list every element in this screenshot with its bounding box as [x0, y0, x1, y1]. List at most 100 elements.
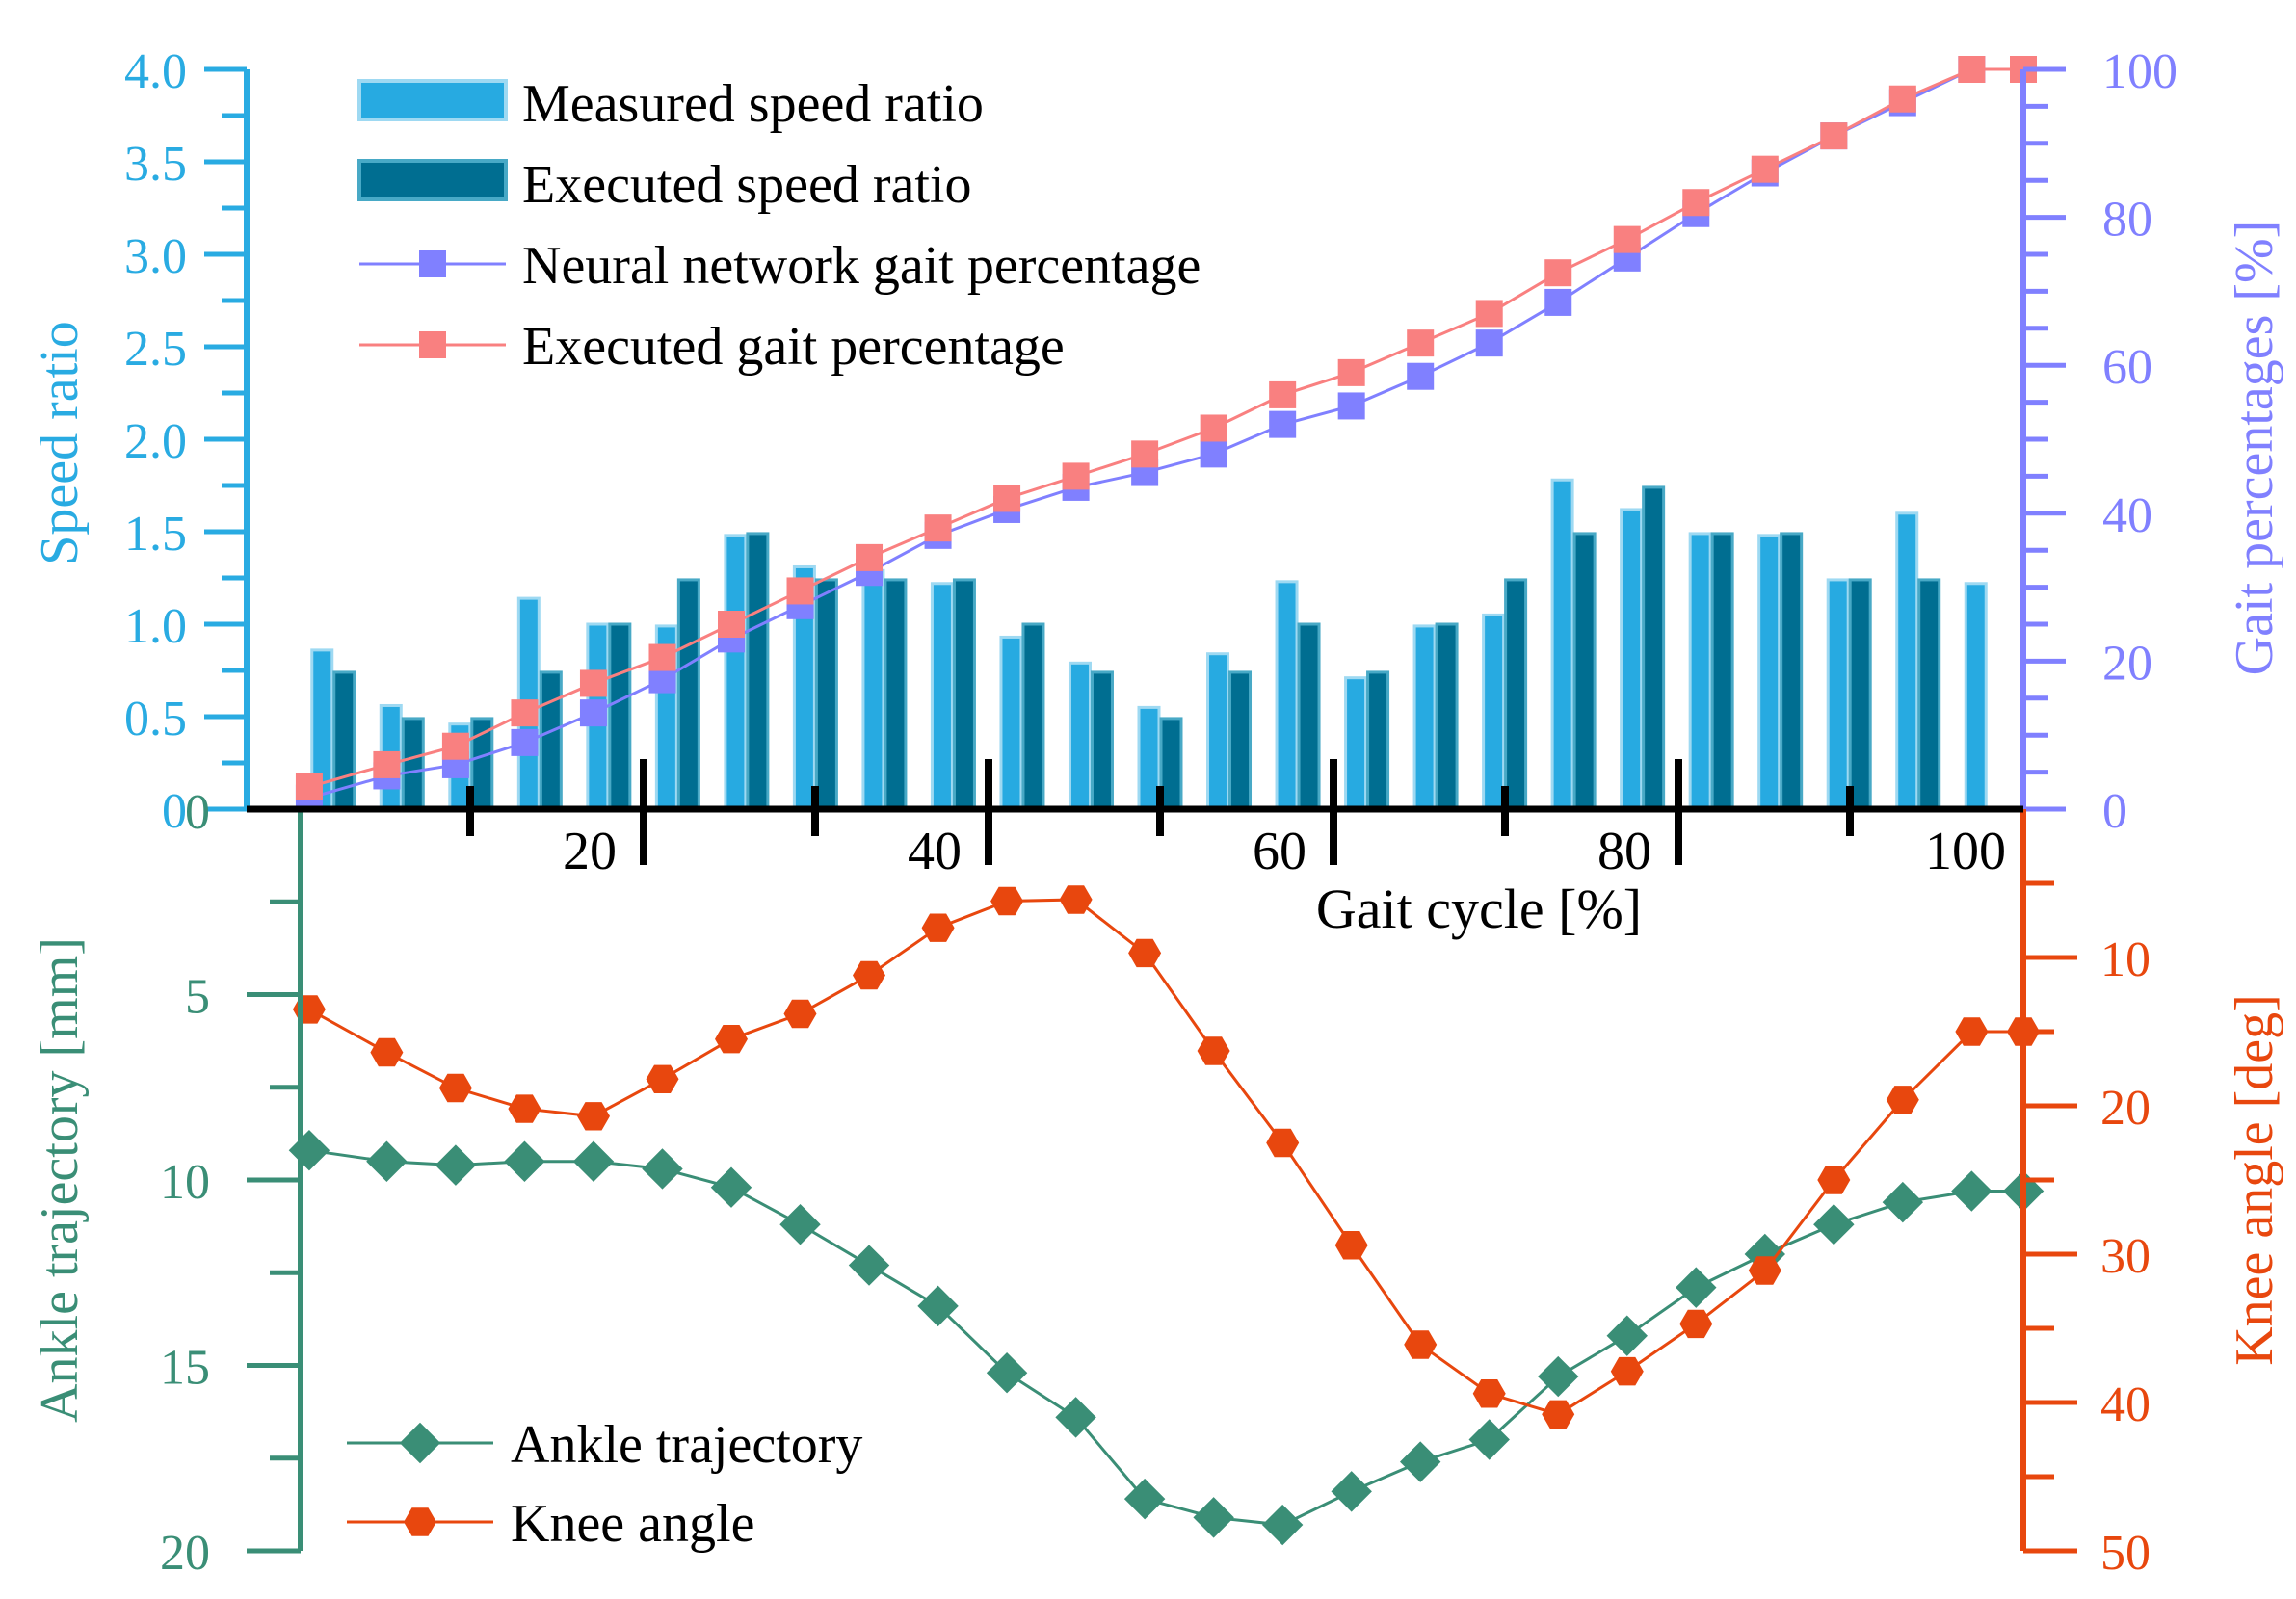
measured-bar — [1068, 661, 1092, 811]
knee-angle-marker — [438, 1073, 472, 1103]
nn-gait-percentage-marker — [1544, 288, 1572, 316]
legend-marker-ankle — [399, 1422, 441, 1464]
knee-angle-marker — [1679, 1309, 1713, 1339]
measured-bar — [1275, 580, 1299, 811]
knee-angle-marker — [990, 886, 1024, 916]
legend-label-executed: Executed speed ratio — [522, 155, 971, 215]
executed-bar — [1297, 622, 1321, 811]
ankle-trajectory-marker — [366, 1140, 408, 1182]
measured-bar — [1688, 532, 1712, 811]
executed-gait-percentage-marker — [1337, 358, 1365, 386]
nn-gait-percentage-marker — [1200, 440, 1227, 468]
measured-bar — [1344, 676, 1368, 811]
ankle-trajectory-marker — [1676, 1267, 1717, 1308]
legend-marker-nn — [419, 250, 446, 277]
gait-percentages-tick-label: 20 — [2102, 636, 2152, 691]
gait-percentage-lines — [295, 56, 2037, 812]
ankle-trajectory-marker — [572, 1140, 615, 1182]
ankle-trajectory-marker — [1538, 1355, 1579, 1398]
measured-bar — [1826, 578, 1850, 811]
legend-label-knee: Knee angle — [511, 1494, 754, 1554]
knee-angle-marker — [921, 913, 955, 942]
ankle-knee-lines — [288, 885, 2045, 1546]
measured-bar — [1412, 624, 1437, 811]
executed-gait-percentage-marker — [786, 577, 814, 605]
executed-gait-percentage-marker — [1888, 85, 1916, 113]
knee-angle-marker — [1334, 1231, 1368, 1260]
nn-gait-percentage-marker — [511, 728, 539, 756]
executed-bar — [1228, 670, 1253, 811]
ankle-trajectory-marker — [1813, 1203, 1855, 1245]
nn-gait-percentage-marker — [1269, 410, 1297, 438]
executed-gait-percentage-marker — [993, 485, 1021, 512]
gait-cycle-axis-title: Gait cycle [%] — [1316, 878, 1642, 940]
ankle-trajectory-marker — [779, 1203, 821, 1245]
knee-angle-marker — [1955, 1017, 1989, 1046]
knee-angle-marker — [508, 1094, 541, 1123]
ankle-trajectory-marker — [1399, 1441, 1441, 1482]
legend-label-measured: Measured speed ratio — [522, 74, 984, 134]
ankle-trajectory-marker — [642, 1148, 683, 1190]
knee-angle-marker — [1748, 1256, 1781, 1285]
executed-bar — [1366, 670, 1390, 811]
knee-angle-marker — [1266, 1128, 1300, 1158]
legend-swatch-measured — [357, 79, 508, 121]
executed-gait-percentage-marker — [1407, 329, 1435, 357]
ankle-trajectory-tick-label: 10 — [160, 1155, 210, 1210]
executed-bar — [814, 578, 838, 811]
legend-label-nn: Neural network gait percentage — [522, 236, 1201, 296]
knee-angle-marker — [1059, 885, 1093, 914]
speed-ratio-axis-title: Speed ratio — [30, 321, 90, 564]
ankle-trajectory-tick-label: 5 — [185, 970, 210, 1025]
executed-gait-percentage-marker — [648, 643, 676, 671]
ankle-trajectory-marker — [710, 1166, 752, 1208]
executed-bar — [1090, 670, 1114, 811]
ankle-trajectory-marker — [1055, 1397, 1096, 1438]
speed-ratio-bars — [310, 478, 1988, 811]
axes: 0 0.5 1.0 1.5 2.0 2.5 3.0 3.5 4.0 0 20 40 60 80 100 0 5 1… — [124, 44, 2177, 1581]
knee-angle-marker — [715, 1025, 748, 1054]
executed-bar — [608, 622, 632, 811]
gait-percentages-axis-title: Gait percentages [%] — [2225, 221, 2284, 676]
executed-gait-percentage-marker — [1820, 122, 1848, 150]
knee-angle-tick-label: 40 — [2100, 1377, 2151, 1432]
ankle-trajectory-marker — [435, 1144, 477, 1186]
measured-bar — [861, 568, 885, 811]
knee-angle-marker — [577, 1102, 610, 1131]
knee-angle-marker — [1128, 938, 1162, 968]
legend-swatch-executed — [357, 159, 508, 201]
ankle-trajectory-marker — [1123, 1478, 1166, 1520]
executed-gait-percentage-marker — [441, 732, 469, 760]
gait-cycle-tick-label: 100 — [1925, 822, 2006, 881]
speed-ratio-tick-label: 0 — [162, 784, 187, 839]
speed-ratio-tick-label: 2.5 — [124, 322, 187, 377]
executed-gait-percentage-marker — [1682, 189, 1710, 217]
executed-bar — [1021, 622, 1045, 811]
nn-gait-percentage-marker — [1407, 362, 1435, 390]
ankle-trajectory-marker — [1468, 1419, 1510, 1460]
executed-bar — [952, 578, 976, 811]
knee-angle-marker — [1542, 1400, 1575, 1429]
knee-angle-marker — [646, 1064, 679, 1093]
gait-percentages-tick-label: 80 — [2102, 193, 2152, 248]
gait-cycle-tick-label: 40 — [908, 822, 962, 881]
executed-bar — [1780, 532, 1804, 811]
ankle-trajectory-marker — [848, 1245, 890, 1286]
gait-percentages-tick-label: 60 — [2102, 340, 2152, 395]
executed-bar — [401, 717, 425, 811]
executed-bar — [676, 578, 700, 811]
speed-ratio-tick-label: 0.5 — [124, 692, 187, 747]
executed-gait-percentage-marker — [1544, 259, 1572, 287]
knee-angle-marker — [783, 999, 817, 1029]
executed-gait-percentage-marker — [1200, 414, 1227, 442]
executed-gait-percentage-marker — [1062, 462, 1090, 490]
executed-gait-percentage-marker — [1475, 300, 1503, 328]
knee-angle-axis-title: Knee angle [deg] — [2225, 994, 2284, 1366]
ankle-trajectory-marker — [1261, 1504, 1304, 1546]
executed-gait-percentage-marker — [579, 669, 607, 697]
knee-angle-tick-label: 30 — [2100, 1229, 2151, 1284]
legend-marker-exec — [419, 331, 446, 358]
measured-bar — [1137, 705, 1161, 811]
measured-bar — [1206, 652, 1230, 811]
ankle-trajectory-marker — [1951, 1170, 1993, 1212]
